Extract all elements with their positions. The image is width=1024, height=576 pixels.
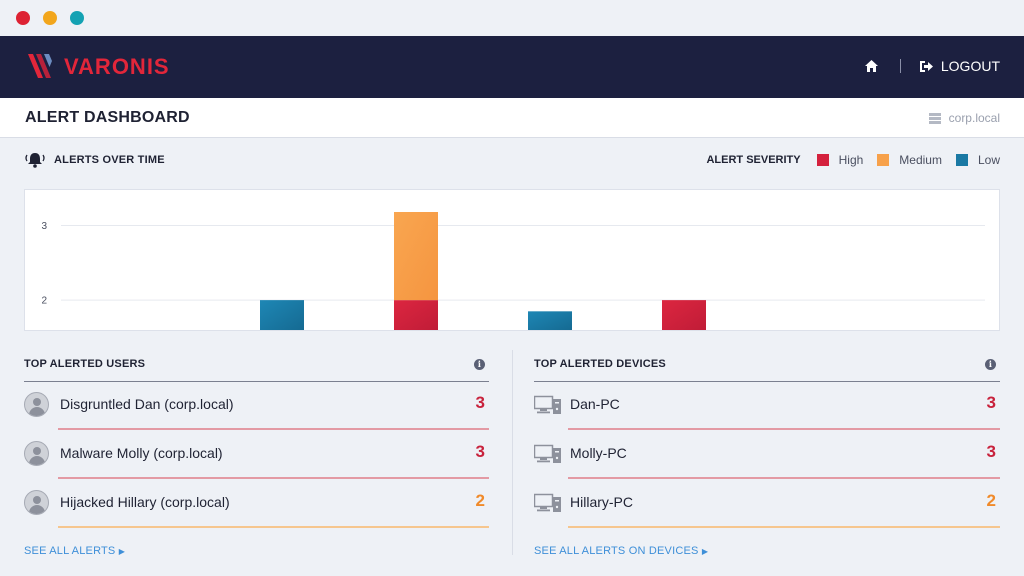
bar-low[interactable] bbox=[260, 300, 304, 330]
legend-label-low: Low bbox=[977, 153, 1000, 167]
device-name[interactable]: Hillary-PC bbox=[570, 494, 633, 510]
user-name[interactable]: Malware Molly (corp.local) bbox=[60, 445, 223, 461]
severity-underline bbox=[58, 428, 489, 430]
list-item[interactable]: Disgruntled Dan (corp.local) 3 bbox=[24, 382, 489, 431]
bar-high[interactable] bbox=[662, 300, 706, 330]
device-name[interactable]: Dan-PC bbox=[570, 396, 620, 412]
window-titlebar bbox=[0, 0, 1024, 36]
home-icon[interactable] bbox=[864, 60, 878, 72]
window-maximize-dot[interactable] bbox=[70, 11, 84, 25]
info-icon[interactable]: i bbox=[985, 359, 996, 370]
severity-legend: ALERT SEVERITY High Medium Low bbox=[706, 153, 1000, 167]
varonis-logo-icon bbox=[28, 54, 52, 78]
y-tick-label: 2 bbox=[41, 296, 47, 307]
top-alerted-users-panel: TOP ALERTED USERS i Disgruntled Dan (cor… bbox=[24, 348, 489, 529]
caret-right-icon: ▶ bbox=[118, 547, 126, 556]
app-header: VARONIS LOGOUT bbox=[0, 36, 1024, 98]
list-item[interactable]: Hillary-PC 2 bbox=[534, 480, 1000, 529]
computer-icon bbox=[534, 395, 561, 414]
severity-underline bbox=[58, 526, 489, 528]
legend-swatch-medium bbox=[877, 154, 890, 166]
legend-label-medium: Medium bbox=[899, 153, 942, 167]
logo-text: VARONIS bbox=[64, 54, 170, 79]
list-item[interactable]: Molly-PC 3 bbox=[534, 431, 1000, 480]
logout-label: LOGOUT bbox=[940, 58, 1000, 74]
bell-icon bbox=[25, 153, 45, 168]
server-icon bbox=[928, 112, 941, 124]
window-close-dot[interactable] bbox=[16, 11, 30, 25]
legend-swatch-low bbox=[955, 154, 968, 166]
alert-count: 3 bbox=[986, 442, 996, 461]
alert-count: 2 bbox=[475, 491, 485, 510]
legend-swatch-high bbox=[816, 154, 829, 166]
user-avatar-icon bbox=[24, 490, 49, 515]
user-avatar-icon bbox=[24, 392, 49, 417]
bar-medium[interactable] bbox=[394, 212, 438, 301]
severity-underline bbox=[568, 477, 1000, 479]
device-name[interactable]: Molly-PC bbox=[570, 445, 627, 461]
alert-count: 2 bbox=[986, 491, 996, 510]
info-icon[interactable]: i bbox=[474, 359, 485, 370]
logout-icon bbox=[919, 60, 933, 72]
bar-low[interactable] bbox=[528, 311, 572, 330]
legend-label-high: High bbox=[838, 153, 864, 167]
see-all-alerts-link[interactable]: SEE ALL ALERTS ▶ bbox=[24, 545, 125, 557]
page-subheader: ALERT DASHBOARD corp.local bbox=[0, 98, 1024, 138]
list-item[interactable]: Malware Molly (corp.local) 3 bbox=[24, 431, 489, 480]
alert-count: 3 bbox=[475, 393, 485, 412]
severity-underline bbox=[568, 526, 1000, 528]
alert-count: 3 bbox=[986, 393, 996, 412]
top-users-title: TOP ALERTED USERS bbox=[24, 358, 146, 370]
list-item[interactable]: Hijacked Hillary (corp.local) 2 bbox=[24, 480, 489, 529]
user-avatar-icon bbox=[24, 441, 49, 466]
varonis-logo[interactable]: VARONIS bbox=[28, 52, 170, 82]
nav-separator bbox=[899, 59, 901, 73]
see-all-device-alerts-label: SEE ALL ALERTS ON DEVICES bbox=[534, 545, 699, 557]
window-minimize-dot[interactable] bbox=[43, 11, 57, 25]
domain-label: corp.local bbox=[948, 111, 1000, 125]
computer-icon bbox=[534, 444, 561, 463]
top-alerted-devices-panel: TOP ALERTED DEVICES i Dan-PC 3 Molly-PC 3 Hi… bbox=[534, 348, 1000, 529]
alerts-over-time-title: ALERTS OVER TIME bbox=[54, 154, 165, 166]
severity-underline bbox=[58, 477, 489, 479]
user-name[interactable]: Disgruntled Dan (corp.local) bbox=[60, 396, 234, 412]
list-item[interactable]: Dan-PC 3 bbox=[534, 382, 1000, 431]
see-all-alerts-label: SEE ALL ALERTS bbox=[24, 545, 116, 557]
y-tick-label: 3 bbox=[41, 221, 47, 232]
see-all-device-alerts-link[interactable]: SEE ALL ALERTS ON DEVICES ▶ bbox=[534, 545, 708, 557]
header-nav: LOGOUT bbox=[864, 58, 1000, 74]
computer-icon bbox=[534, 493, 561, 512]
legend-title: ALERT SEVERITY bbox=[706, 154, 801, 166]
panel-divider bbox=[512, 350, 513, 555]
bar-high[interactable] bbox=[394, 300, 438, 330]
alerts-over-time-heading: ALERTS OVER TIME bbox=[24, 152, 165, 168]
top-devices-title: TOP ALERTED DEVICES bbox=[534, 358, 666, 370]
page-title: ALERT DASHBOARD bbox=[25, 109, 190, 126]
alerts-chart-svg: 23 bbox=[41, 212, 985, 330]
logout-button[interactable]: LOGOUT bbox=[919, 58, 1000, 74]
caret-right-icon: ▶ bbox=[701, 547, 709, 556]
user-name[interactable]: Hijacked Hillary (corp.local) bbox=[60, 494, 230, 510]
alert-count: 3 bbox=[475, 442, 485, 461]
top-users-header: TOP ALERTED USERS i bbox=[24, 348, 489, 382]
severity-underline bbox=[568, 428, 1000, 430]
top-devices-header: TOP ALERTED DEVICES i bbox=[534, 348, 1000, 382]
domain-indicator[interactable]: corp.local bbox=[928, 111, 1000, 125]
